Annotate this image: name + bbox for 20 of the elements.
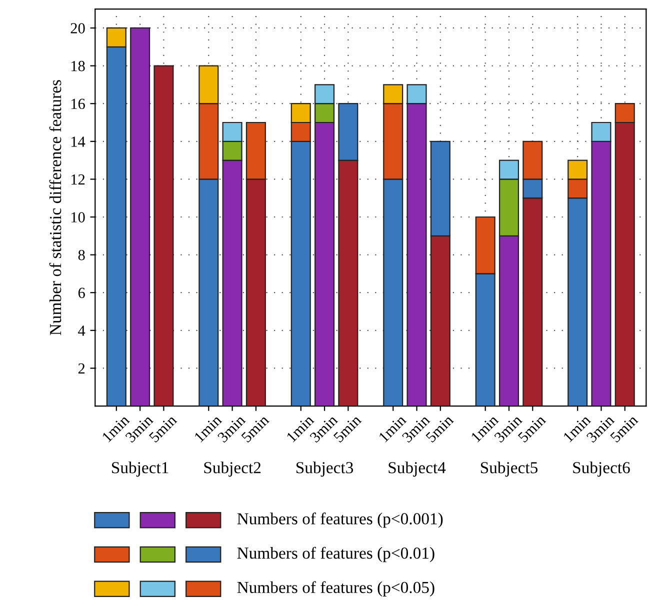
legend-label: Numbers of features (p<0.001)	[237, 512, 443, 528]
text: Subject6	[573, 462, 630, 477]
y-tick-label: 20	[70, 23, 85, 34]
y-tick-label: 8	[78, 250, 85, 260]
text: Subject1	[112, 462, 168, 477]
legend-label: Numbers of features (p<0.05)	[237, 581, 434, 596]
legend-label: Numbers of features (p<0.01)	[237, 546, 434, 562]
y-tick-label: 14	[71, 136, 86, 147]
y-tick-label: 2	[78, 363, 85, 374]
y-tick-label: 12	[71, 174, 85, 185]
y-tick-label: 18	[71, 60, 85, 72]
text: Subject4	[388, 462, 446, 477]
text: Subject2	[204, 462, 261, 477]
y-tick-label: 10	[71, 212, 85, 222]
y-tick-label: 6	[78, 288, 85, 298]
y-axis-title: Number of statistic difference features	[49, 80, 62, 336]
text: Subject3	[296, 462, 354, 477]
y-tick-label: 16	[71, 98, 85, 110]
y-tick-label: 4	[78, 326, 86, 336]
text: Subject5	[480, 462, 538, 477]
